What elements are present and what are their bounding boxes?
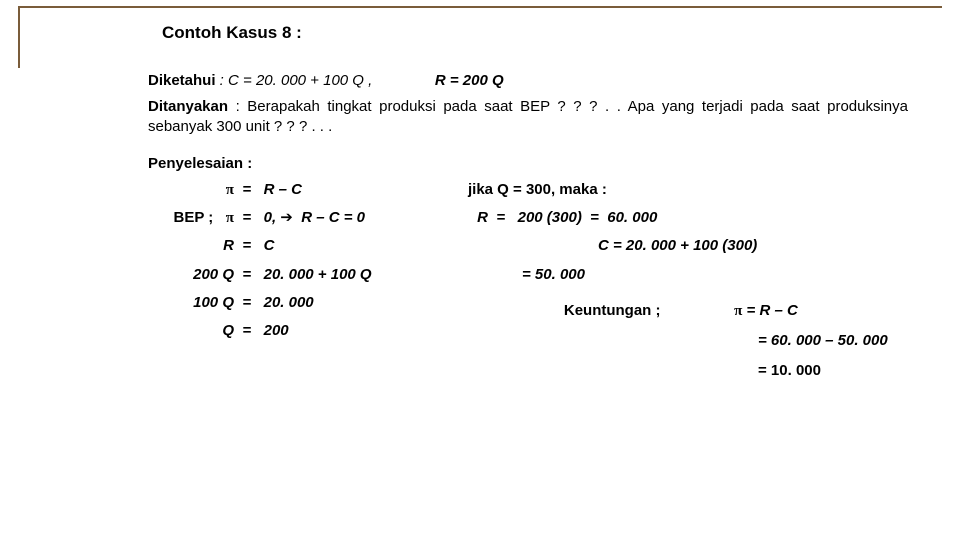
eq-lhs: 200 Q — [148, 265, 234, 285]
frame-top-border — [18, 6, 942, 8]
profit-block: Keuntungan ; π = R – C = 60. 000 – 50. 0… — [468, 301, 926, 382]
profit-line-1: Keuntungan ; π = R – C — [468, 301, 926, 321]
solution-label: Penyelesaian : — [148, 154, 926, 174]
asked-label: Ditanyakan — [148, 98, 228, 115]
eq-rhs: = 20. 000 — [234, 293, 314, 313]
bep-lhs: BEP ; π — [148, 208, 234, 228]
eq-lhs: 100 Q — [148, 293, 234, 313]
eq-simplify: 100 Q = 20. 000 — [148, 293, 438, 313]
bep-prefix: BEP ; — [174, 209, 226, 226]
eq-rhs: = C — [234, 236, 274, 256]
eq-lhs: R — [468, 208, 488, 228]
eq-lhs: R — [148, 236, 234, 256]
frame-left-border — [18, 6, 20, 68]
profit-label: Keuntungan ; — [564, 302, 661, 319]
eq-r-calc: R = 200 (300) = 60. 000 — [468, 208, 926, 228]
eq-profit-def: π = R – C — [148, 180, 438, 200]
solution-right-col: jika Q = 300, maka : R = 200 (300) = 60.… — [468, 180, 926, 392]
eq-c-result: = 50. 000 — [522, 265, 926, 285]
slide-content: Contoh Kasus 8 : Diketahui : C = 20. 000… — [148, 22, 926, 392]
case-q-300: jika Q = 300, maka : — [468, 180, 926, 200]
slide-title: Contoh Kasus 8 : — [162, 22, 926, 45]
eq-lhs: Q — [148, 321, 234, 341]
eq-tail: R – C = 0 — [293, 208, 365, 228]
profit-spacer: Keuntungan ; — [468, 301, 730, 321]
asked-line: Ditanyakan : Berapakah tingkat produksi … — [148, 97, 908, 138]
asked-text: : Berapakah tingkat produksi pada saat B… — [148, 98, 908, 135]
given-line: Diketahui : C = 20. 000 + 100 Q , R = 20… — [148, 71, 926, 91]
eq-expand: 200 Q = 20. 000 + 100 Q — [148, 265, 438, 285]
arrow-icon: ➔ — [280, 208, 293, 228]
pi-symbol: π — [148, 180, 234, 200]
eq-result-q: Q = 200 — [148, 321, 438, 341]
eq-bep-cond: BEP ; π = 0, ➔ R – C = 0 — [148, 208, 438, 228]
profit-def: = R – C — [742, 302, 797, 319]
solution-columns: π = R – C BEP ; π = 0, ➔ R – C = 0 R = C… — [148, 180, 926, 392]
given-cost-fn: : — [216, 72, 224, 89]
solution-left-col: π = R – C BEP ; π = 0, ➔ R – C = 0 R = C… — [148, 180, 438, 392]
eq-rhs: = R – C — [234, 180, 302, 200]
eq-rhs: = 200 — [234, 321, 289, 341]
given-label: Diketahui — [148, 72, 216, 89]
eq-r-eq-c: R = C — [148, 236, 438, 256]
eq-c-calc: C = 20. 000 + 100 (300) — [598, 236, 926, 256]
eq-rhs: = 0, — [234, 208, 280, 228]
profit-line-3: = 10. 000 — [468, 361, 926, 381]
eq-rhs: = 20. 000 + 100 Q — [234, 265, 372, 285]
eq-rhs: = 200 (300) = 60. 000 — [488, 208, 657, 228]
given-cost-fn-body: C = 20. 000 + 100 Q , — [224, 72, 372, 89]
profit-line-2: = 60. 000 – 50. 000 — [468, 331, 926, 351]
given-rev-fn: R = 200 Q — [435, 72, 504, 89]
spacer — [376, 72, 430, 89]
pi-symbol: π — [226, 210, 234, 226]
case-label: jika Q = 300, maka : — [468, 181, 607, 198]
